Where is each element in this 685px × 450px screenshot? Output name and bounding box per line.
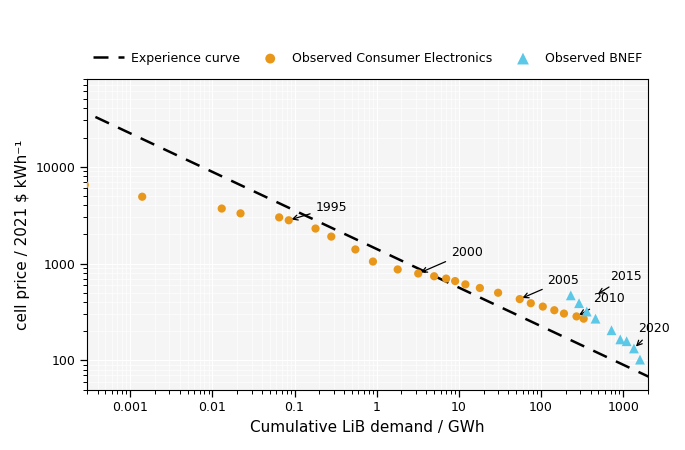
Observed Consumer Electronics (493, 289, 503, 297)
Observed Consumer Electronics (558, 310, 569, 317)
Observed BNEF (606, 327, 617, 334)
Observed Consumer Electronics (310, 225, 321, 232)
Observed Consumer Electronics (235, 210, 246, 217)
Observed Consumer Electronics (137, 193, 148, 200)
Text: 2010: 2010 (580, 292, 625, 315)
Observed Consumer Electronics (274, 214, 285, 221)
Observed Consumer Electronics (537, 303, 548, 310)
Observed Consumer Electronics (326, 233, 337, 240)
Text: 1991: 1991 (0, 449, 1, 450)
Observed Consumer Electronics (429, 273, 440, 280)
Observed BNEF (573, 300, 584, 307)
Observed Consumer Electronics (475, 284, 486, 292)
Legend: Experience curve, Observed Consumer Electronics, Observed BNEF: Experience curve, Observed Consumer Elec… (88, 47, 647, 70)
Observed Consumer Electronics (549, 306, 560, 314)
Text: 2020: 2020 (637, 322, 669, 346)
Observed Consumer Electronics (460, 281, 471, 288)
Observed Consumer Electronics (216, 205, 227, 212)
Observed BNEF (628, 345, 639, 352)
Text: 2000: 2000 (422, 246, 483, 272)
Y-axis label: cell price / 2021 $ kWh⁻¹: cell price / 2021 $ kWh⁻¹ (15, 139, 30, 329)
X-axis label: Cumulative LiB demand / GWh: Cumulative LiB demand / GWh (250, 420, 485, 435)
Observed Consumer Electronics (413, 270, 424, 277)
Observed Consumer Electronics (79, 181, 90, 189)
Observed Consumer Electronics (514, 296, 525, 303)
Observed Consumer Electronics (578, 315, 589, 322)
Observed BNEF (634, 356, 645, 363)
Observed Consumer Electronics (571, 313, 582, 320)
Observed Consumer Electronics (449, 278, 460, 285)
Text: 2015: 2015 (599, 270, 643, 293)
Observed BNEF (582, 308, 593, 315)
Observed BNEF (590, 315, 601, 322)
Text: 2005: 2005 (523, 274, 580, 298)
Observed Consumer Electronics (440, 275, 451, 282)
Observed Consumer Electronics (367, 258, 378, 265)
Text: 1995: 1995 (292, 201, 347, 220)
Observed Consumer Electronics (525, 300, 536, 307)
Observed BNEF (621, 338, 632, 345)
Observed BNEF (565, 292, 576, 299)
Observed BNEF (614, 336, 625, 343)
Observed Consumer Electronics (350, 246, 361, 253)
Observed Consumer Electronics (393, 266, 403, 273)
Observed Consumer Electronics (284, 216, 295, 224)
